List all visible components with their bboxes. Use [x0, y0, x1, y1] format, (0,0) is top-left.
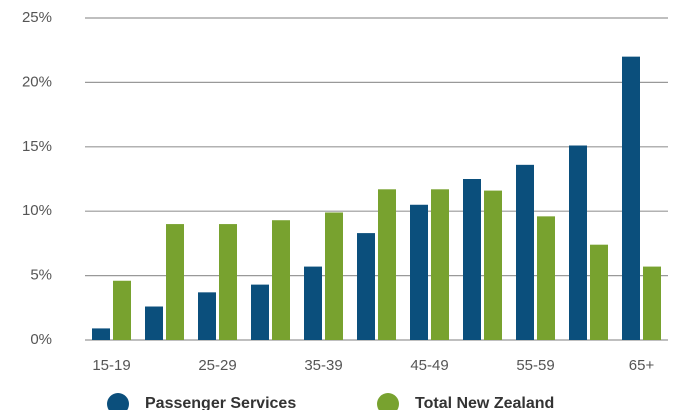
bar	[410, 204, 428, 340]
x-tick-label: 55-59	[516, 357, 554, 374]
x-tick-label: 35-39	[304, 357, 342, 374]
bar	[325, 212, 343, 340]
x-tick-label: 65+	[629, 357, 655, 374]
bar	[113, 280, 131, 340]
bar	[198, 292, 216, 340]
bar	[463, 179, 481, 340]
bar	[219, 224, 237, 340]
y-tick-label: 25%	[22, 9, 52, 26]
bar	[643, 266, 661, 340]
x-tick-label: 15-19	[92, 357, 130, 374]
bar	[166, 224, 184, 340]
x-tick-label: 45-49	[410, 357, 448, 374]
x-tick-label: 25-29	[198, 357, 236, 374]
y-tick-label: 0%	[30, 331, 52, 348]
y-tick-label: 20%	[22, 73, 52, 90]
bar	[251, 284, 269, 340]
y-tick-label: 15%	[22, 138, 52, 155]
bar	[431, 189, 449, 340]
bar	[516, 164, 534, 340]
bar	[378, 189, 396, 340]
legend-swatch	[377, 393, 399, 410]
bar	[272, 220, 290, 340]
bar	[537, 216, 555, 340]
legend-label: Passenger Services	[145, 395, 296, 410]
y-tick-label: 10%	[22, 202, 52, 219]
bar	[304, 266, 322, 340]
bar	[622, 56, 640, 340]
bar	[145, 306, 163, 340]
bar	[357, 233, 375, 340]
bar	[484, 190, 502, 340]
bar	[92, 328, 110, 340]
bar	[569, 145, 587, 340]
y-tick-label: 5%	[30, 267, 52, 284]
bar	[590, 244, 608, 340]
legend-label: Total New Zealand	[415, 395, 554, 410]
legend-swatch	[107, 393, 129, 410]
